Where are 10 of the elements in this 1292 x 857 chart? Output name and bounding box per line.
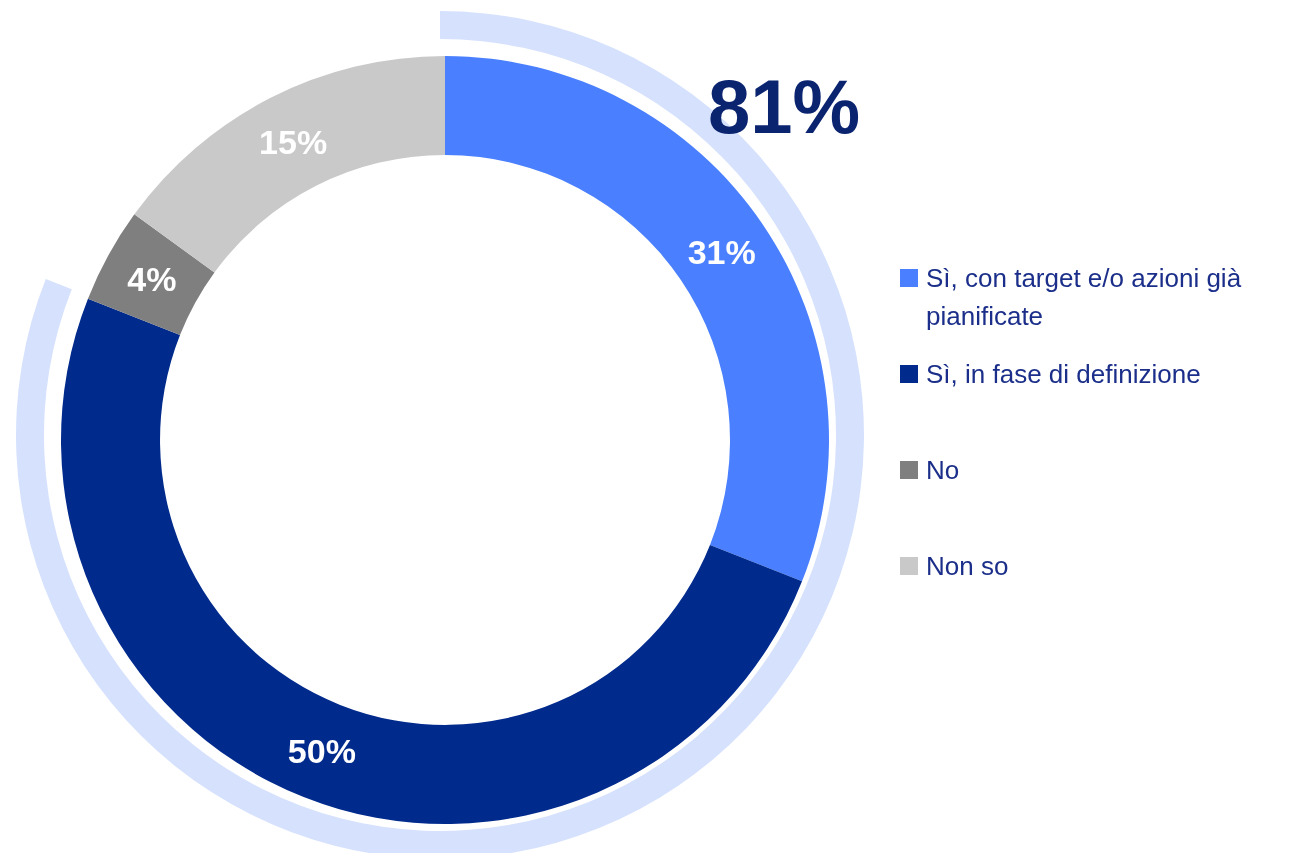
legend-label: Sì, in fase di definizione <box>926 358 1201 391</box>
donut-slice <box>61 298 803 824</box>
legend-label: Non so <box>926 550 1009 583</box>
legend-label: Sì, con target e/o azioni già pianificate <box>926 262 1243 333</box>
text: 81% <box>708 63 861 150</box>
donut-slice <box>87 214 215 336</box>
data-label: 50% <box>287 732 356 771</box>
data-label: 31% <box>687 232 756 271</box>
data-label: 4% <box>127 259 177 298</box>
legend-label: No <box>926 454 960 487</box>
